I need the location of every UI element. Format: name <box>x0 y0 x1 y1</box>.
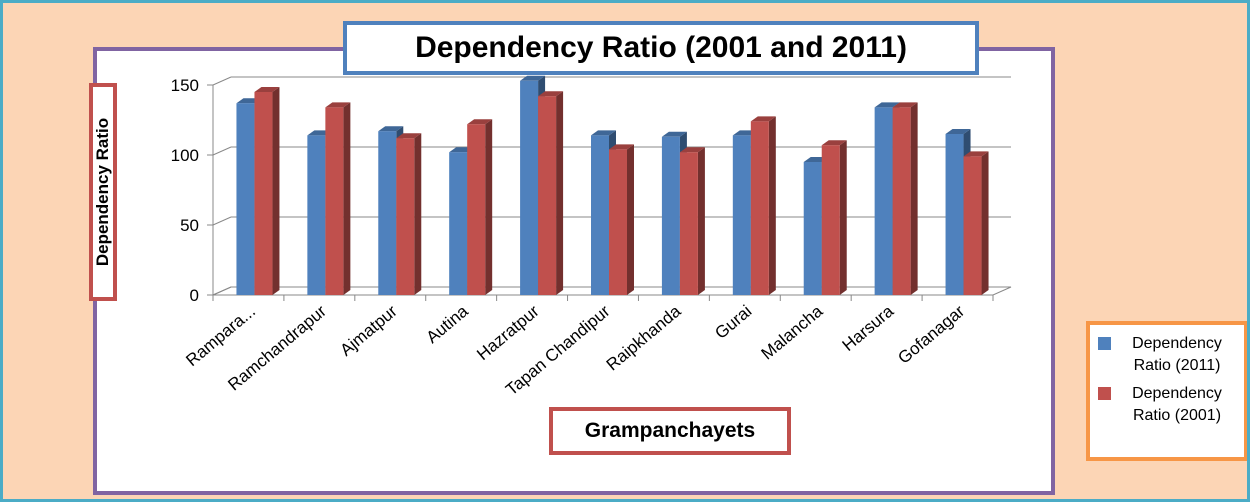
bar <box>750 121 769 296</box>
bar <box>591 135 609 295</box>
bar <box>803 162 822 295</box>
bar-side <box>272 87 280 295</box>
legend-swatch <box>1098 337 1111 350</box>
grid-line-side <box>212 286 232 296</box>
bar <box>538 96 557 295</box>
bar <box>821 145 840 295</box>
grid-line-side <box>212 76 232 86</box>
bar-top <box>254 87 280 92</box>
chart-title: Dependency Ratio (2001 and 2011) <box>343 21 979 75</box>
bar-side <box>414 133 422 295</box>
y-tick-label: 100 <box>171 146 199 165</box>
bar <box>679 152 698 295</box>
bar-top <box>520 75 546 81</box>
bar <box>325 107 344 296</box>
bar <box>254 92 273 295</box>
bar-top <box>750 116 776 122</box>
bar <box>396 138 415 295</box>
y-tick-label: 150 <box>171 76 199 95</box>
bar <box>520 80 539 295</box>
x-tick-label: Gurai <box>711 302 755 343</box>
bar-top <box>467 119 493 125</box>
y-axis-label: Dependency Ratio <box>89 83 117 301</box>
bar-side <box>485 119 493 295</box>
x-axis-label: Grampanchayets <box>549 407 791 455</box>
bar-top <box>945 129 971 134</box>
grid-line-side <box>212 216 232 226</box>
bar-top <box>378 126 404 132</box>
bar <box>892 107 911 296</box>
bar <box>732 135 751 295</box>
bar-top <box>538 91 564 97</box>
bar-side <box>556 91 564 295</box>
legend-item: Dependency Ratio (2001) <box>1096 383 1238 427</box>
bar-top <box>325 102 351 108</box>
bar <box>661 136 680 295</box>
bar-side <box>768 116 776 296</box>
bar-top <box>821 140 847 146</box>
bar-side <box>839 140 847 295</box>
bar-top <box>892 102 918 108</box>
legend-swatch <box>1098 387 1111 400</box>
bar-top <box>661 131 687 137</box>
bar <box>874 107 893 296</box>
legend-label: Dependency Ratio (2001) <box>1132 385 1222 424</box>
bar-top <box>609 144 634 150</box>
bar-side <box>697 147 705 295</box>
bar <box>449 152 468 295</box>
bar-top <box>591 130 616 136</box>
bar <box>236 103 255 295</box>
x-tick-label: Gofanagar <box>894 301 968 367</box>
bar-top <box>396 133 422 139</box>
bar-top <box>963 151 989 157</box>
y-axis-label-text: Dependency Ratio <box>93 117 112 267</box>
x-tick-label: Autina <box>423 301 473 347</box>
legend-label: Dependency Ratio (2011) <box>1132 335 1222 374</box>
grid-line-side <box>212 146 232 156</box>
bar-side <box>343 102 351 296</box>
bar-side <box>910 102 918 296</box>
legend-item: Dependency Ratio (2011) <box>1096 333 1238 377</box>
bar <box>378 131 397 295</box>
x-tick-label: Ajmatpur <box>337 301 402 359</box>
y-tick-label: 0 <box>190 286 199 305</box>
y-tick-label: 50 <box>180 216 199 235</box>
bar-side <box>627 144 634 295</box>
bar <box>307 135 326 295</box>
bar <box>609 149 627 295</box>
x-tick-label: Malancha <box>758 301 827 363</box>
x-tick-label: Raipkhanda <box>603 301 685 374</box>
legend: Dependency Ratio (2011) Dependency Ratio … <box>1086 321 1247 461</box>
bar <box>945 134 964 295</box>
bar <box>467 124 486 295</box>
x-tick-label: Harsura <box>839 301 898 355</box>
bar-side <box>981 151 989 295</box>
bar <box>963 156 982 295</box>
bar-top <box>679 147 705 153</box>
x-tick-label: Hazratpur <box>473 301 543 364</box>
bar-top <box>874 102 900 108</box>
